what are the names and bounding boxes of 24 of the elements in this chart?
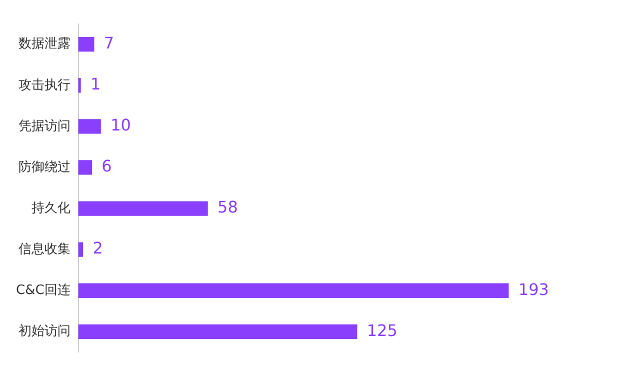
data-label: 193: [518, 280, 549, 299]
y-tick-label: 信息收集: [18, 242, 70, 257]
data-label: 6: [102, 156, 112, 176]
data-label: 2: [92, 238, 103, 258]
bar: [78, 324, 358, 340]
data-label: 1: [90, 74, 101, 94]
bar: [78, 36, 94, 52]
bar: [78, 78, 81, 93]
y-tick-label: 初始访问: [18, 323, 70, 340]
y-tick-label: 数据泄露: [18, 36, 70, 52]
bar: [78, 242, 84, 257]
data-label: 10: [110, 116, 131, 135]
data-label: 58: [218, 198, 238, 217]
bar: [78, 201, 208, 216]
bar: [78, 283, 509, 298]
bar: [78, 119, 101, 134]
y-tick-label: C&C回连: [16, 283, 70, 298]
bar: [78, 160, 92, 175]
y-tick-label: 攻击执行: [18, 78, 70, 93]
data-label: 125: [366, 320, 398, 340]
data-label: 7: [104, 33, 114, 52]
y-tick-label: 防御绕过: [18, 160, 70, 175]
y-tick-label: 凭据访问: [18, 118, 70, 134]
y-tick-label: 持久化: [31, 200, 70, 216]
